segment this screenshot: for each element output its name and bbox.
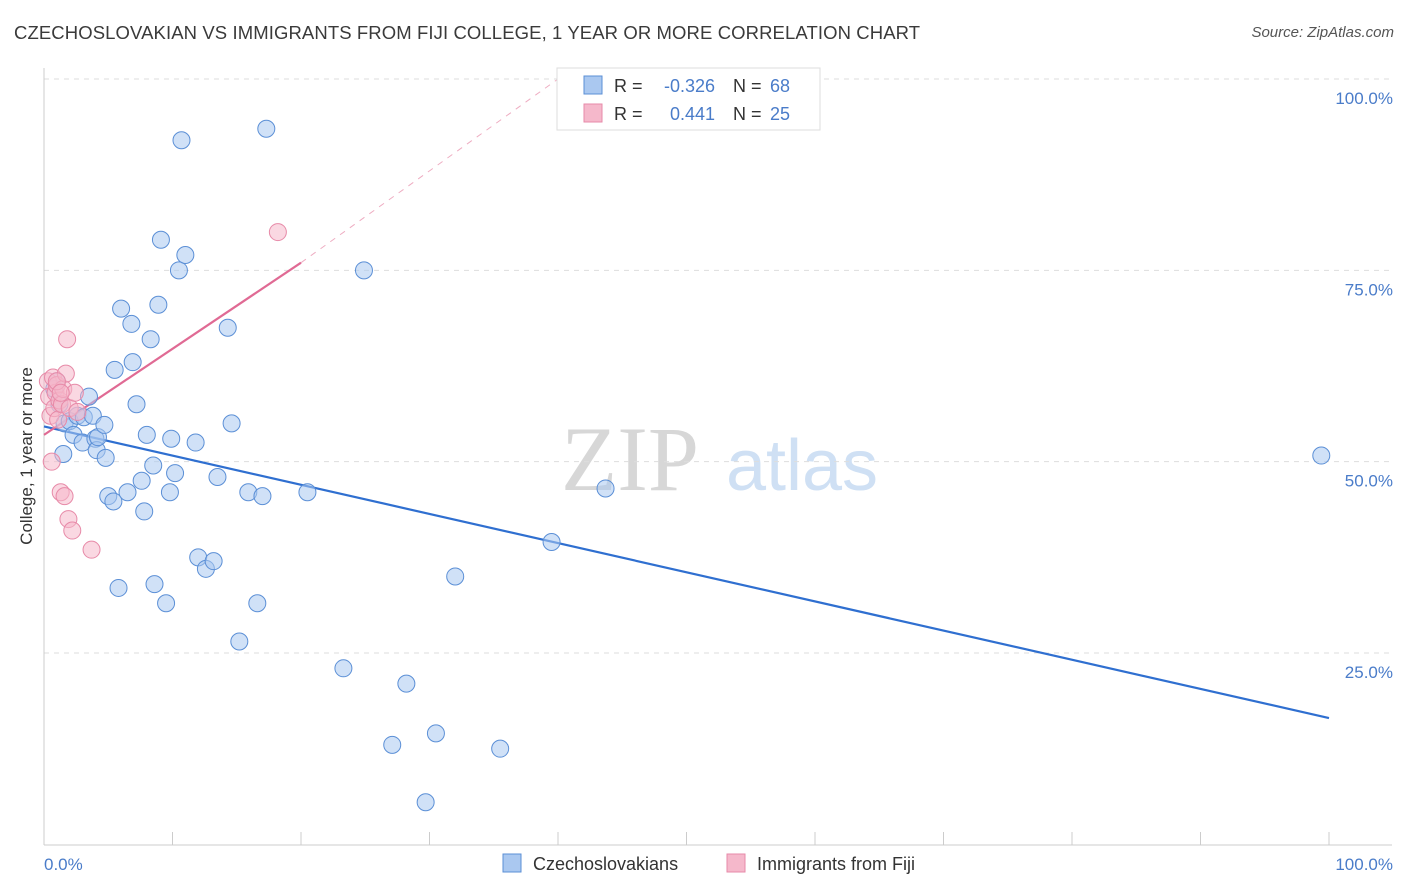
point-fiji [268, 223, 287, 242]
point-czechoslovakians [186, 433, 205, 452]
trend-line-fiji [43, 261, 302, 436]
point-czechoslovakians [176, 246, 195, 265]
stats-n-value-1: 68 [770, 76, 790, 96]
point-czechoslovakians [141, 330, 160, 349]
y-axis-title: College, 1 year or more [17, 367, 36, 545]
point-czechoslovakians [122, 314, 141, 333]
point-czechoslovakians [151, 230, 170, 249]
point-czechoslovakians [596, 479, 615, 498]
point-czechoslovakians [491, 739, 510, 758]
point-czechoslovakians [253, 487, 272, 506]
trend-line-czechoslovakians [43, 425, 1330, 720]
point-czechoslovakians [248, 594, 267, 613]
point-czechoslovakians [446, 567, 465, 586]
x-ticks [43, 832, 1330, 845]
y-tick-label: 100.0% [1335, 89, 1393, 108]
point-czechoslovakians [426, 724, 445, 743]
bottom-legend: Czechoslovakians Immigrants from Fiji [502, 853, 915, 874]
point-fiji [68, 402, 87, 421]
point-czechoslovakians [137, 425, 156, 444]
point-czechoslovakians [397, 674, 416, 693]
stats-r-value-1: -0.326 [664, 76, 715, 96]
point-czechoslovakians [105, 360, 124, 379]
y-tick-label: 50.0% [1345, 472, 1393, 491]
stats-r-label-2: R = [614, 104, 643, 124]
legend-swatch-czechoslovakians [502, 853, 522, 873]
point-fiji [63, 521, 82, 540]
point-czechoslovakians [162, 429, 181, 448]
point-fiji [58, 330, 77, 349]
point-czechoslovakians [144, 456, 163, 475]
point-czechoslovakians [354, 261, 373, 280]
trend-lines [43, 78, 1330, 720]
point-czechoslovakians [383, 735, 402, 754]
point-fiji [55, 487, 74, 506]
y-tick-label: 75.0% [1345, 280, 1393, 299]
point-czechoslovakians [542, 533, 561, 552]
stats-n-label-1: N = [733, 76, 762, 96]
point-czechoslovakians [334, 659, 353, 678]
grid-lines [44, 78, 1392, 654]
point-czechoslovakians [123, 353, 142, 372]
point-czechoslovakians [149, 295, 168, 314]
stats-n-label-2: N = [733, 104, 762, 124]
point-czechoslovakians [416, 793, 435, 812]
point-fiji [42, 452, 61, 471]
point-czechoslovakians [1312, 446, 1331, 465]
point-czechoslovakians [118, 483, 137, 502]
data-points [38, 119, 1331, 812]
point-czechoslovakians [169, 261, 188, 280]
stats-n-value-2: 25 [770, 104, 790, 124]
point-czechoslovakians [230, 632, 249, 651]
stats-swatch-pink [583, 103, 603, 123]
point-czechoslovakians [257, 119, 276, 138]
x-tick-label-max: 100.0% [1335, 855, 1393, 874]
y-tick-label: 25.0% [1345, 663, 1393, 682]
point-czechoslovakians [298, 483, 317, 502]
legend-label-czechoslovakians: Czechoslovakians [533, 854, 678, 874]
trend-line-fiji-extension [300, 78, 559, 264]
watermark-atlas: atlas [726, 426, 878, 506]
point-czechoslovakians [172, 131, 191, 150]
stats-r-label-1: R = [614, 76, 643, 96]
axes [43, 68, 1392, 846]
point-czechoslovakians [160, 483, 179, 502]
chart-title: CZECHOSLOVAKIAN VS IMMIGRANTS FROM FIJI … [14, 22, 921, 43]
point-czechoslovakians [135, 502, 154, 521]
point-czechoslovakians [157, 594, 176, 613]
point-czechoslovakians [127, 395, 146, 414]
point-czechoslovakians [95, 415, 114, 434]
point-czechoslovakians [112, 299, 131, 318]
x-tick-label-min: 0.0% [44, 855, 83, 874]
point-czechoslovakians [132, 471, 151, 490]
point-czechoslovakians [166, 464, 185, 483]
source-label: Source: ZipAtlas.com [1251, 24, 1394, 41]
stats-box: R = -0.326 N = 68 R = 0.441 N = 25 [556, 67, 821, 131]
point-czechoslovakians [145, 575, 164, 594]
point-fiji [51, 383, 70, 402]
point-czechoslovakians [208, 467, 227, 486]
legend-label-fiji: Immigrants from Fiji [757, 854, 915, 874]
y-tick-labels: 25.0% 50.0% 75.0% 100.0% [1335, 89, 1393, 682]
point-fiji [82, 540, 101, 559]
point-czechoslovakians [204, 552, 223, 571]
legend-swatch-fiji [726, 853, 746, 873]
point-czechoslovakians [104, 492, 123, 511]
point-czechoslovakians [222, 414, 241, 433]
point-czechoslovakians [218, 318, 237, 337]
watermark-zip: ZIP [561, 408, 699, 510]
point-czechoslovakians [109, 578, 128, 597]
stats-swatch-blue [583, 75, 603, 95]
stats-r-value-2: 0.441 [670, 104, 715, 124]
point-czechoslovakians [96, 448, 115, 467]
